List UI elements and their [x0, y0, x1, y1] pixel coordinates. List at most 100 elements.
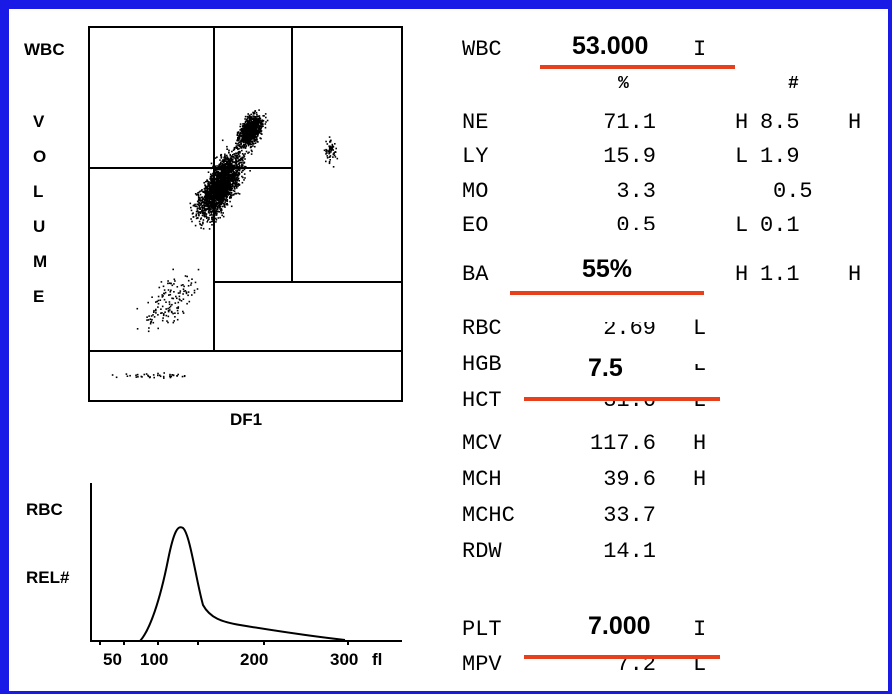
scatter-dot	[328, 160, 331, 163]
scatter-dot	[331, 146, 334, 149]
scatter-dot	[248, 116, 251, 119]
scatter-dot	[208, 195, 210, 197]
scatter-dot	[214, 212, 217, 215]
scatter-dot	[170, 375, 173, 378]
scatter-dot	[214, 191, 216, 193]
scatter-dot	[236, 170, 239, 173]
scatter-dot	[212, 192, 214, 195]
scatter-dot	[205, 196, 207, 198]
scatter-dot	[236, 183, 239, 186]
scatter-dot	[211, 195, 214, 198]
scatter-dot	[208, 190, 211, 192]
scatter-dot	[206, 198, 209, 200]
scatter-dot	[152, 314, 154, 316]
scatter-dot	[147, 330, 150, 333]
scatter-dot	[228, 151, 230, 154]
scatter-dot	[224, 153, 226, 156]
scatter-dot	[167, 321, 169, 324]
scatter-dot	[254, 118, 257, 120]
scatter-dot	[212, 193, 215, 196]
scatter-dot	[220, 209, 222, 212]
scatter-dot	[182, 310, 184, 313]
scatter-dot	[235, 184, 237, 187]
scatter-dot	[215, 178, 217, 181]
scatter-dot	[199, 198, 201, 200]
scatter-dot	[197, 193, 199, 196]
scatter-dot	[215, 195, 218, 198]
scatter-dot	[196, 210, 199, 212]
scatter-dot	[211, 183, 214, 186]
scatter-dot	[217, 168, 220, 171]
scatter-dot	[169, 291, 172, 293]
scatter-dot	[193, 204, 196, 206]
rbc-name: MCH	[462, 467, 502, 492]
scatter-dot	[226, 200, 228, 202]
scatter-dot	[247, 125, 250, 127]
scatter-dot	[219, 178, 221, 180]
scatter-dot	[237, 172, 240, 174]
scatter-dot	[224, 194, 227, 197]
scatter-dot	[244, 165, 246, 168]
scatter-dot	[230, 183, 232, 186]
scatter-dot	[243, 168, 246, 171]
scatter-dot	[211, 192, 213, 195]
scatter-dot	[200, 202, 202, 205]
scatter-dot	[330, 146, 332, 149]
scatter-dot	[208, 181, 210, 183]
scatter-dot	[236, 133, 239, 135]
scatter-dot	[241, 149, 243, 152]
scatter-dot	[213, 198, 215, 201]
row-percent: 3.3	[616, 179, 656, 204]
scatter-dot	[233, 168, 236, 170]
scatter-dot	[215, 184, 217, 186]
scatter-dot	[162, 295, 164, 297]
scatter-dot	[255, 120, 258, 123]
scatter-dot	[185, 292, 188, 295]
scatter-dot	[220, 156, 223, 158]
scatter-dot	[249, 127, 251, 129]
scatter-dot	[211, 187, 213, 190]
scatter-dot	[241, 169, 244, 172]
scatter-dot	[227, 184, 230, 187]
scatter-dot	[216, 194, 218, 197]
scatter-dot	[199, 199, 202, 202]
scatter-dot	[171, 374, 173, 376]
scatter-dot	[261, 119, 264, 121]
scatter-dot	[218, 201, 221, 204]
scatter-dot	[212, 190, 215, 193]
scatter-dot	[232, 165, 234, 168]
scatter-dot	[229, 182, 232, 184]
scatter-dot	[243, 140, 245, 142]
row-name: BA	[462, 262, 489, 287]
scatter-dot	[234, 192, 236, 195]
scatter-dot	[171, 303, 173, 306]
scatter-dot	[203, 207, 205, 209]
scatter-dot	[228, 186, 230, 189]
scatter-dot	[226, 185, 229, 187]
scatter-dot	[226, 175, 228, 177]
scatter-dot	[201, 196, 204, 198]
scatter-dot	[165, 301, 167, 303]
scatter-dot	[233, 147, 236, 150]
plt-flag: I	[693, 617, 707, 642]
scatter-dot	[218, 164, 220, 166]
scatter-dot	[228, 180, 231, 183]
scatter-dot	[224, 155, 226, 158]
scatter-dot	[217, 195, 219, 197]
scatter-dot	[216, 171, 218, 174]
scatter-dot	[246, 118, 248, 121]
scatter-dot	[167, 315, 170, 318]
scatter-dot	[247, 136, 250, 139]
scatter-dot	[229, 165, 232, 167]
scatter-dot	[334, 151, 336, 153]
scatter-dot	[250, 113, 253, 116]
scatter-dot	[206, 195, 209, 197]
scatter-dot	[214, 185, 216, 188]
scatter-dot	[249, 141, 251, 144]
scatter-dot	[223, 189, 225, 191]
scatter-dot	[182, 312, 185, 314]
scatter-dot	[215, 197, 217, 200]
scatter-dot	[247, 143, 249, 145]
scatter-dot	[157, 302, 160, 305]
scatter-y-letter: M	[33, 252, 48, 271]
